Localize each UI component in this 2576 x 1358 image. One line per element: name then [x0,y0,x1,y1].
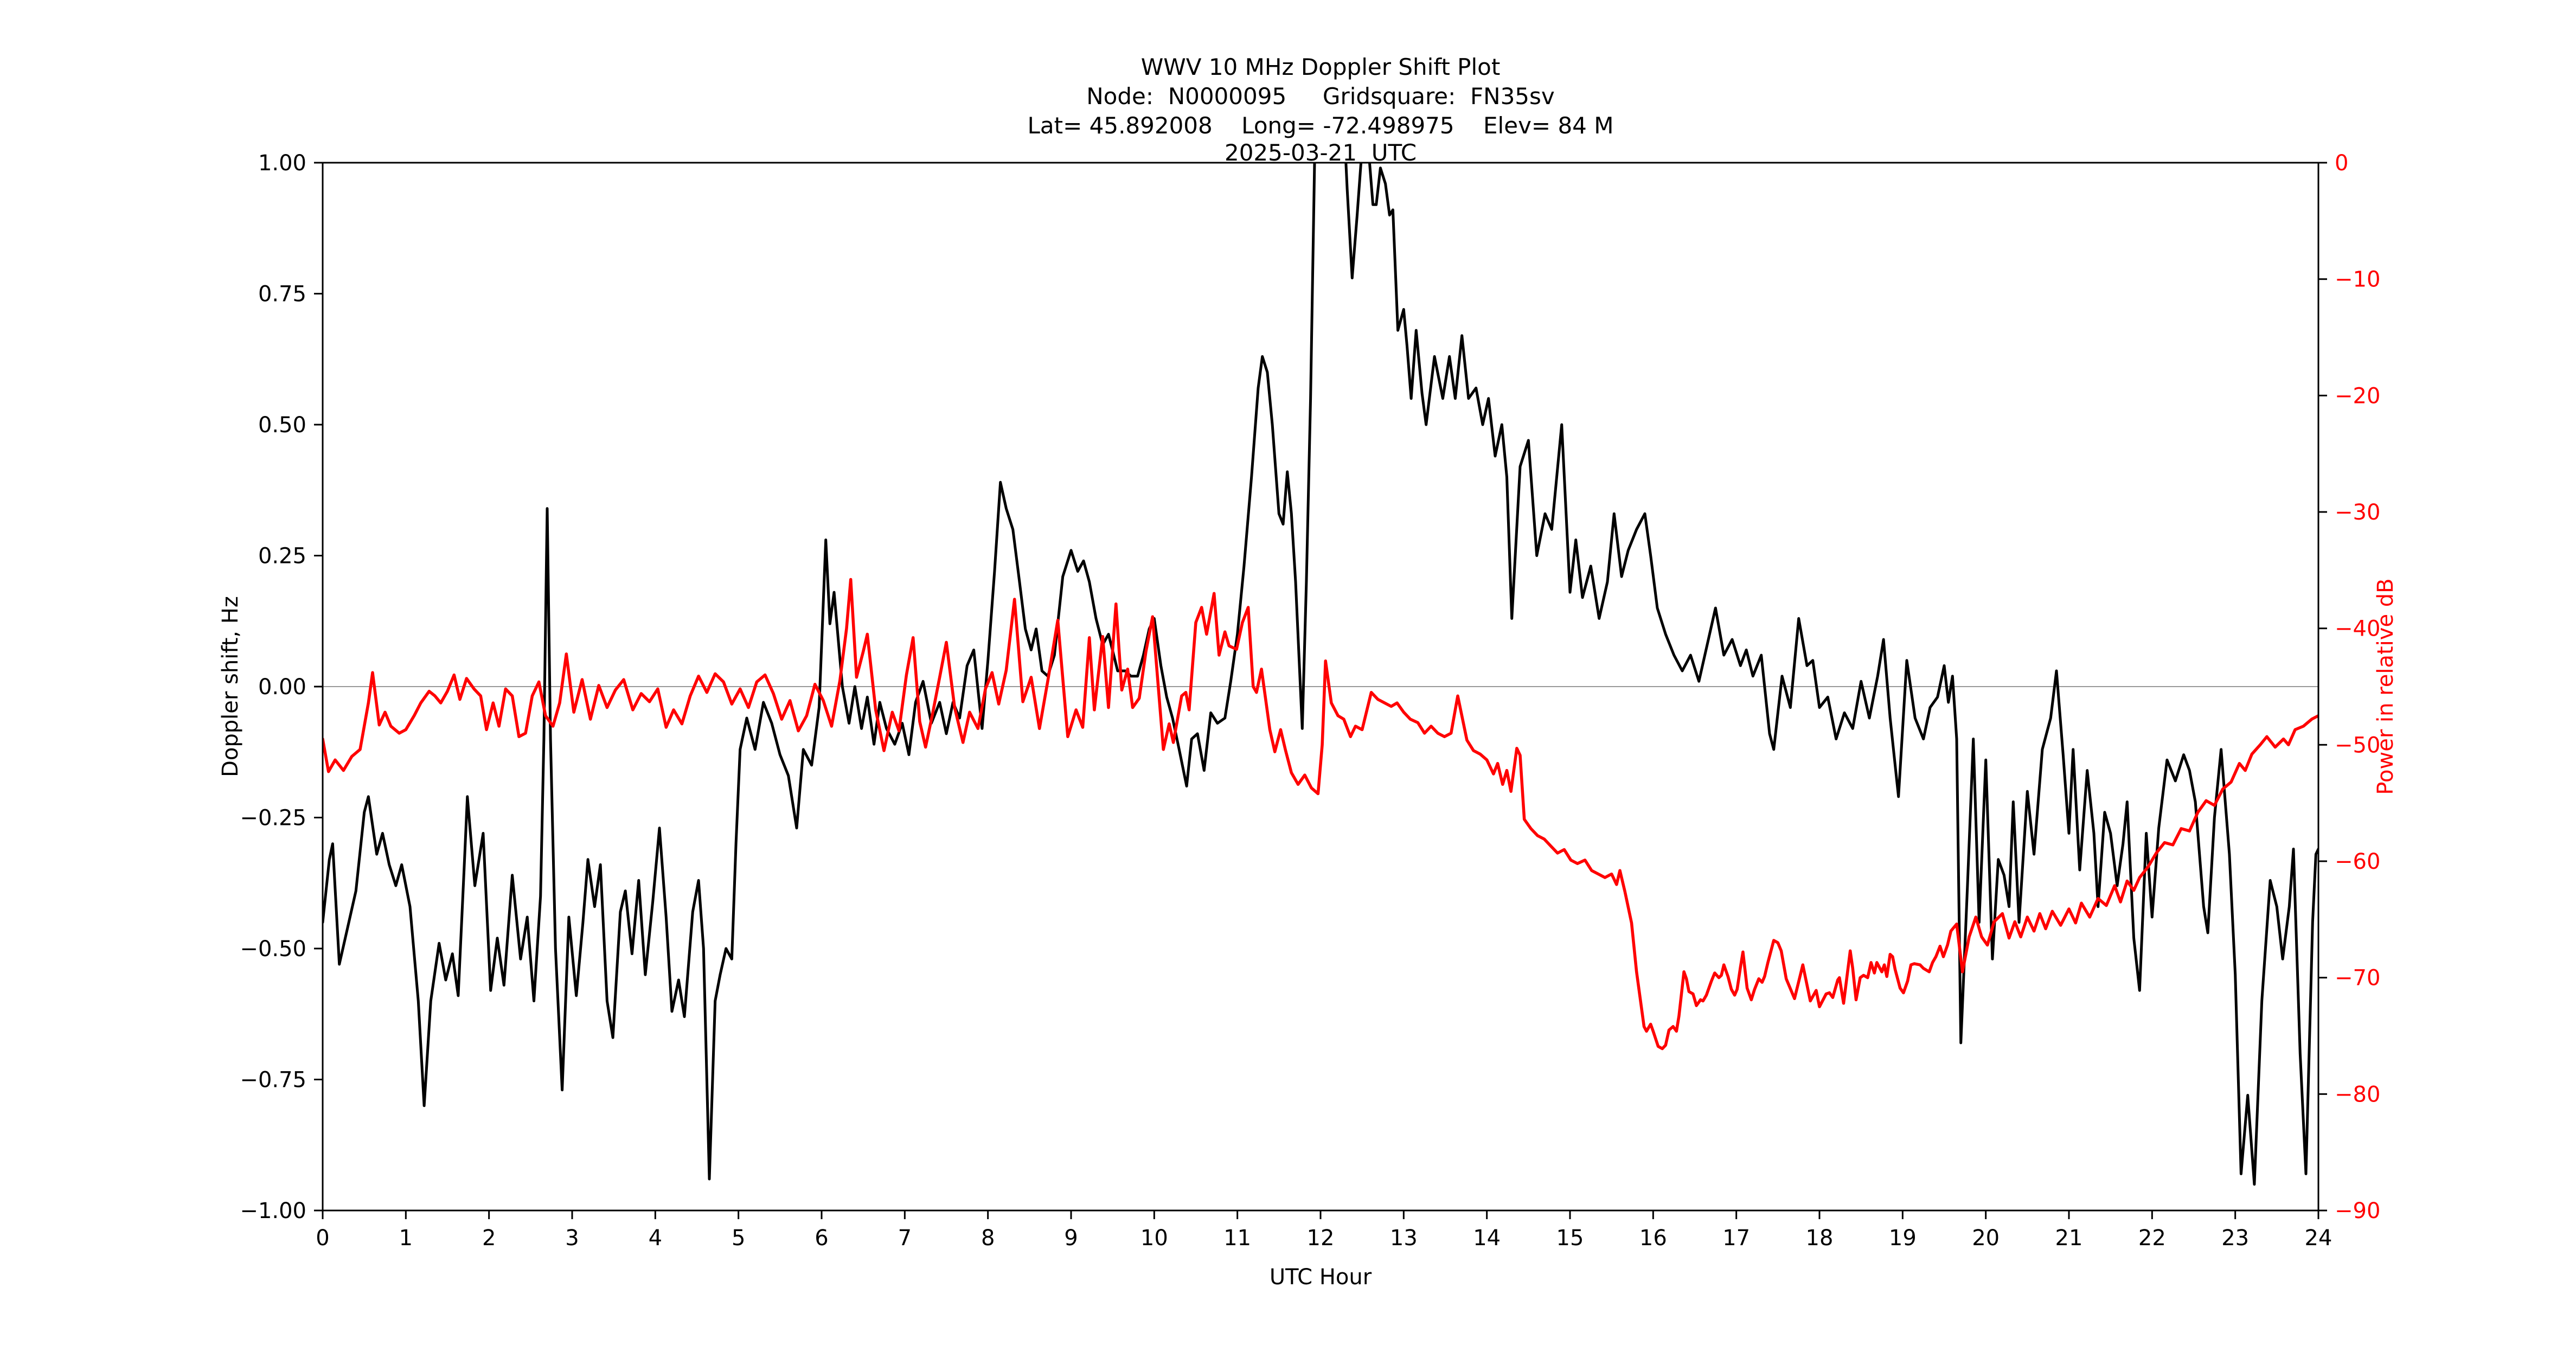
left-y-tick-label: 0.00 [258,675,306,700]
x-axis-label: UTC Hour [1270,1265,1372,1290]
x-tick-label: 3 [565,1226,579,1251]
chart-title: WWV 10 MHz Doppler Shift Plot [1141,54,1501,80]
left-y-tick-label: 0.50 [258,413,306,438]
right-y-tick-label: −50 [2335,733,2380,758]
x-tick-label: 23 [2221,1226,2249,1251]
x-tick-label: 1 [399,1226,413,1251]
left-y-axis-label: Doppler shift, Hz [218,596,243,777]
chart-subtitle-lat-long-elev: Lat= 45.892008 Long= -72.498975 Elev= 84… [1027,112,1613,139]
right-y-tick-label: −60 [2335,849,2380,874]
x-axis-ticks: 0 1 2 3 4 5 6 7 8 9 10 11 12 13 14 15 16 17 18 19 20 21 22 23 24 [316,1210,2332,1251]
right-y-axis-label: Power in relative dB [2373,578,2398,795]
x-tick-label: 13 [1390,1226,1418,1251]
x-tick-label: 8 [981,1226,995,1251]
right-y-tick-label: −80 [2335,1082,2380,1107]
x-tick-label: 4 [649,1226,662,1251]
x-tick-label: 24 [2305,1226,2333,1251]
left-y-tick-label: 0.25 [258,544,306,569]
power-series [323,578,2318,1050]
chart-subtitle-node-gridsquare: Node: N0000095 Gridsquare: FN35sv [1086,83,1555,110]
x-tick-label: 0 [316,1226,329,1251]
x-tick-label: 16 [1639,1226,1667,1251]
x-tick-label: 5 [732,1226,745,1251]
x-tick-label: 18 [1806,1226,1834,1251]
right-y-tick-label: −70 [2335,966,2380,991]
chart-subtitle-date: 2025-03-21 UTC [1225,139,1417,166]
left-y-tick-label: 0.75 [258,282,306,307]
x-tick-label: 12 [1307,1226,1335,1251]
left-y-tick-label: −0.25 [240,806,306,831]
x-tick-label: 9 [1064,1226,1078,1251]
left-y-tick-label: −1.00 [240,1199,306,1224]
x-tick-label: 21 [2055,1226,2083,1251]
x-tick-label: 22 [2138,1226,2166,1251]
right-y-tick-label: −10 [2335,267,2380,292]
x-tick-label: 14 [1473,1226,1501,1251]
x-tick-label: 19 [1889,1226,1917,1251]
x-tick-label: 10 [1140,1226,1168,1251]
x-tick-label: 15 [1556,1226,1584,1251]
x-tick-label: 7 [898,1226,912,1251]
x-tick-label: 2 [482,1226,496,1251]
right-y-tick-label: −20 [2335,383,2380,408]
title-block: WWV 10 MHz Doppler Shift Plot Node: N000… [1027,54,1613,166]
left-y-tick-label: −0.50 [240,937,306,962]
right-axis-ticks: 0 −10 −20 −30 −40 −50 −60 −70 −80 −90 [2318,151,2380,1224]
series-group [323,163,2318,1186]
left-y-tick-label: 1.00 [258,151,306,176]
x-tick-label: 6 [815,1226,828,1251]
right-y-tick-label: −30 [2335,500,2380,525]
x-tick-label: 11 [1223,1226,1251,1251]
x-tick-label: 17 [1722,1226,1750,1251]
doppler-shift-series [323,163,2318,1186]
left-y-tick-label: −0.75 [240,1068,306,1093]
x-tick-label: 20 [1972,1226,2000,1251]
left-axis-ticks: 1.00 0.75 0.50 0.25 0.00 −0.25 −0.50 −0.75 −1.00 [240,151,323,1224]
right-y-tick-label: −40 [2335,617,2380,642]
right-y-tick-label: −90 [2335,1199,2380,1224]
right-y-tick-label: 0 [2335,151,2348,176]
